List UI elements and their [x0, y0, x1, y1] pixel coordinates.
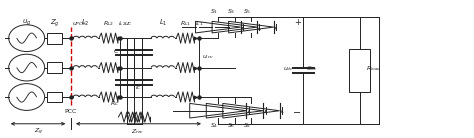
- Text: $R_{load}$: $R_{load}$: [365, 64, 381, 73]
- Text: $i_C$: $i_C$: [135, 83, 142, 92]
- Text: −: −: [293, 108, 301, 118]
- Text: $u_{inv}$: $u_{inv}$: [201, 53, 214, 61]
- Text: $Z_g$: $Z_g$: [34, 127, 43, 137]
- Text: PCC: PCC: [64, 109, 77, 114]
- Text: $R_C$: $R_C$: [110, 99, 120, 108]
- Text: $Z_{rec}$: $Z_{rec}$: [131, 127, 144, 136]
- Bar: [47, 62, 62, 73]
- Text: $Z_g$: $Z_g$: [50, 18, 60, 29]
- Bar: [47, 92, 62, 102]
- Text: $S_6$: $S_6$: [227, 121, 235, 130]
- Text: +: +: [294, 18, 301, 27]
- Text: $S_3$: $S_3$: [227, 7, 235, 16]
- Text: $L_1$: $L_1$: [158, 18, 167, 28]
- Text: $S_2$: $S_2$: [243, 121, 252, 130]
- Text: $i_{L1}$: $i_{L1}$: [195, 19, 203, 28]
- Text: $C_{dc}$: $C_{dc}$: [306, 64, 317, 73]
- Text: $R_{L1}$: $R_{L1}$: [180, 19, 191, 28]
- Text: $u_C$: $u_C$: [124, 20, 133, 28]
- Bar: [349, 49, 370, 92]
- Text: $R_{L2}$: $R_{L2}$: [103, 19, 114, 28]
- Text: $u_g$: $u_g$: [22, 17, 31, 28]
- Text: $u_{dc}$: $u_{dc}$: [283, 65, 294, 73]
- Text: $S_5$: $S_5$: [243, 7, 252, 16]
- Bar: [47, 33, 62, 43]
- Text: $S_4$: $S_4$: [210, 121, 219, 130]
- Text: $L_2$: $L_2$: [81, 18, 90, 28]
- Text: $C$: $C$: [113, 47, 120, 55]
- Text: $u_{PCC}$: $u_{PCC}$: [72, 20, 87, 28]
- Text: $S_1$: $S_1$: [210, 7, 219, 16]
- Text: $i_{L2}$: $i_{L2}$: [118, 19, 127, 28]
